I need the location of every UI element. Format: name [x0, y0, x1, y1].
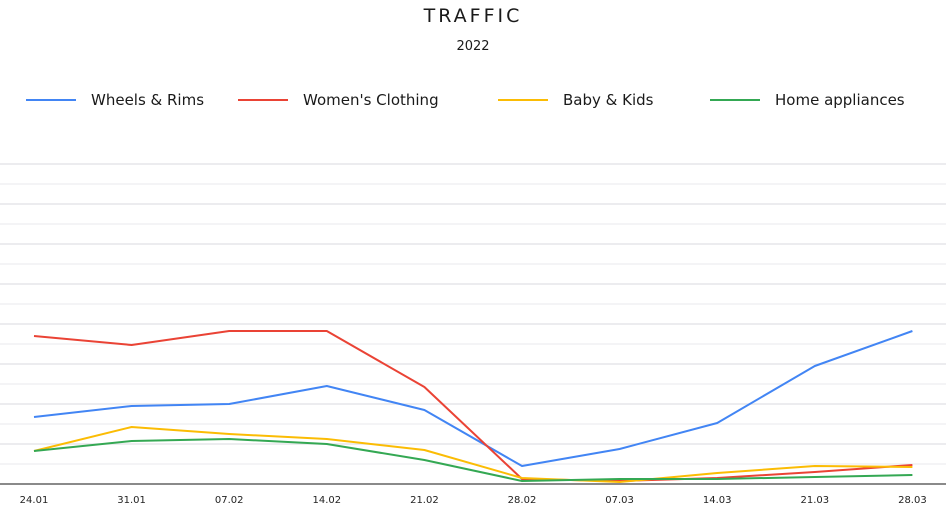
x-tick-label: 28.02 [508, 495, 537, 506]
x-tick-label: 21.03 [800, 495, 829, 506]
legend-item-womens-clothing[interactable]: Women's Clothing [238, 90, 439, 110]
x-tick-label: 07.03 [605, 495, 634, 506]
legend-swatch-yellow [498, 99, 548, 101]
legend-swatch-blue [26, 99, 76, 101]
x-axis-labels: 24.01 31.01 07.02 14.02 21.02 28.02 07.03 14.03… [20, 495, 927, 506]
legend-swatch-red [238, 99, 288, 101]
x-tick-label: 14.02 [312, 495, 341, 506]
series-line-women-s-clothing[interactable] [33, 330, 913, 482]
legend-label: Baby & Kids [563, 91, 654, 109]
x-tick-label: 21.02 [410, 495, 439, 506]
x-tick-label: 14.03 [703, 495, 732, 506]
legend-label: Home appliances [775, 91, 905, 109]
gridlines [0, 163, 946, 465]
chart-subtitle: 2022 [456, 39, 490, 54]
legend-item-baby-kids[interactable]: Baby & Kids [498, 90, 653, 110]
x-tick-label: 28.03 [898, 495, 927, 506]
legend-label: Wheels & Rims [91, 91, 205, 109]
series-line-baby-kids[interactable] [33, 426, 913, 483]
legend-item-home-appliances[interactable]: Home appliances [710, 90, 905, 110]
series-lines [33, 330, 913, 483]
x-tick-label: 24.01 [20, 495, 49, 506]
x-tick-label: 07.02 [215, 495, 244, 506]
legend-label: Women's Clothing [303, 91, 439, 109]
chart-title: TRAFFIC [423, 5, 523, 27]
x-tick-label: 31.01 [117, 495, 146, 506]
series-line-wheels-rims[interactable] [33, 330, 913, 467]
legend-swatch-green [710, 99, 760, 101]
series-line-home-appliances[interactable] [33, 438, 913, 482]
legend-item-wheels-rims[interactable]: Wheels & Rims [26, 90, 204, 110]
